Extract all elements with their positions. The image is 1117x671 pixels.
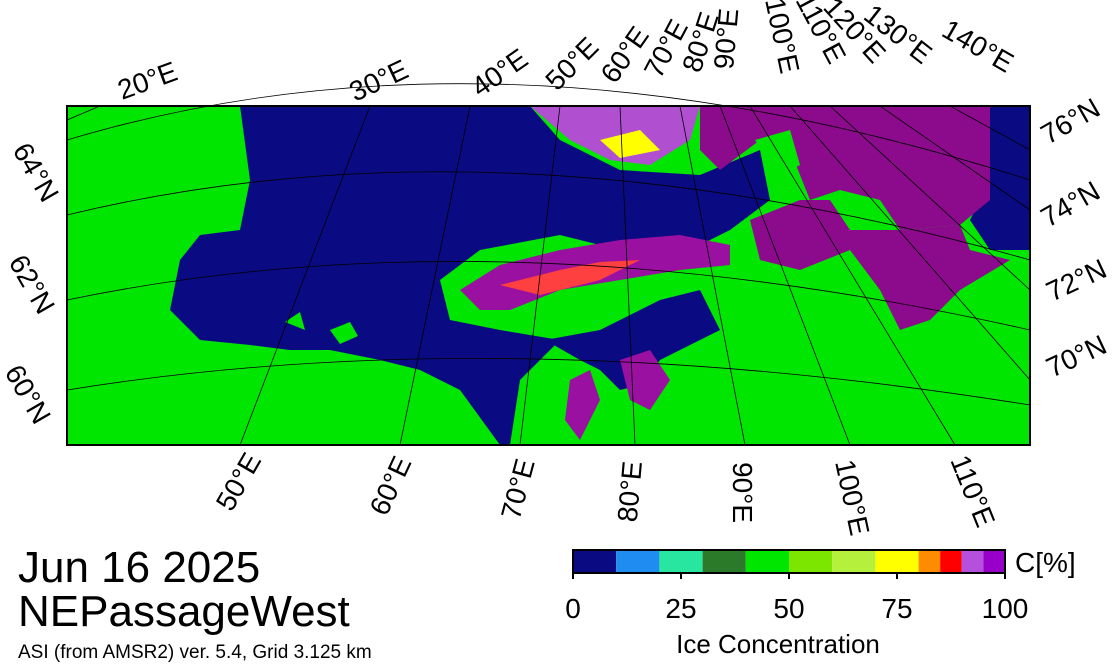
colorbar-segment xyxy=(745,550,789,573)
lon-label: 40°E xyxy=(466,43,534,103)
colorbar-title: Ice Concentration xyxy=(676,629,880,659)
lat-label: 60°N xyxy=(0,360,57,430)
sea xyxy=(545,290,720,390)
colorbar-tick-label: 25 xyxy=(665,593,696,624)
colorbar-tick-label: 0 xyxy=(565,593,581,624)
colorbar-segment xyxy=(940,550,962,573)
lon-label: 90°E xyxy=(727,462,758,523)
ice xyxy=(565,350,670,440)
date: Jun 16 2025 xyxy=(18,543,260,592)
source: ASI (from AMSR2) ver. 5.4, Grid 3.125 km xyxy=(18,642,372,663)
ice xyxy=(750,200,1010,330)
colorbar-segment xyxy=(875,550,919,573)
lat-label: 72°N xyxy=(1041,253,1111,308)
lat-label: 64°N xyxy=(7,138,65,208)
lat-label: 76°N xyxy=(1036,92,1106,150)
region: NEPassageWest xyxy=(18,587,350,636)
lon-label: 80°E xyxy=(612,460,648,524)
lat-label: 62°N xyxy=(3,250,61,320)
lon-label: 110°E xyxy=(944,451,1001,532)
colorbar-segment xyxy=(961,550,984,573)
map xyxy=(66,83,1031,446)
colorbar-unit: C[%] xyxy=(1015,547,1076,578)
colorbar-segment xyxy=(789,550,833,573)
colorbar-tick-label: 100 xyxy=(982,593,1029,624)
colorbar-tick-label: 75 xyxy=(881,593,912,624)
lat-label: 70°N xyxy=(1041,329,1111,384)
colorbar-segment xyxy=(659,550,703,573)
colorbar-tick-label: 50 xyxy=(773,593,804,624)
lon-label: 50°E xyxy=(210,448,267,516)
ice xyxy=(500,260,640,295)
lon-label: 70°E xyxy=(495,456,541,523)
map-frame xyxy=(66,105,1031,446)
sea xyxy=(170,106,770,445)
colorbar-segment xyxy=(918,550,941,573)
lat-label: 74°N xyxy=(1036,175,1106,233)
colorbar-segment xyxy=(702,550,746,573)
graticule xyxy=(66,83,1031,446)
lon-label: 90°E xyxy=(708,7,744,71)
lon-label: 100°E xyxy=(829,457,875,538)
colorbar-segment xyxy=(983,550,1005,573)
colorbar-segment xyxy=(832,550,876,573)
colorbar-segment xyxy=(573,550,617,573)
ice xyxy=(600,130,660,158)
lon-label: 60°E xyxy=(364,451,418,519)
lon-label: 140°E xyxy=(937,13,1019,78)
lon-label: 30°E xyxy=(344,54,412,108)
lon-label: 20°E xyxy=(113,56,181,106)
colorbar-segment xyxy=(616,550,660,573)
